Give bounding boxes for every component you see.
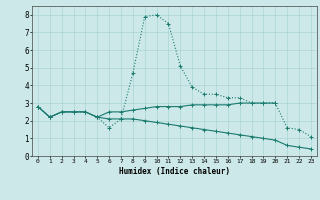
X-axis label: Humidex (Indice chaleur): Humidex (Indice chaleur) [119, 167, 230, 176]
